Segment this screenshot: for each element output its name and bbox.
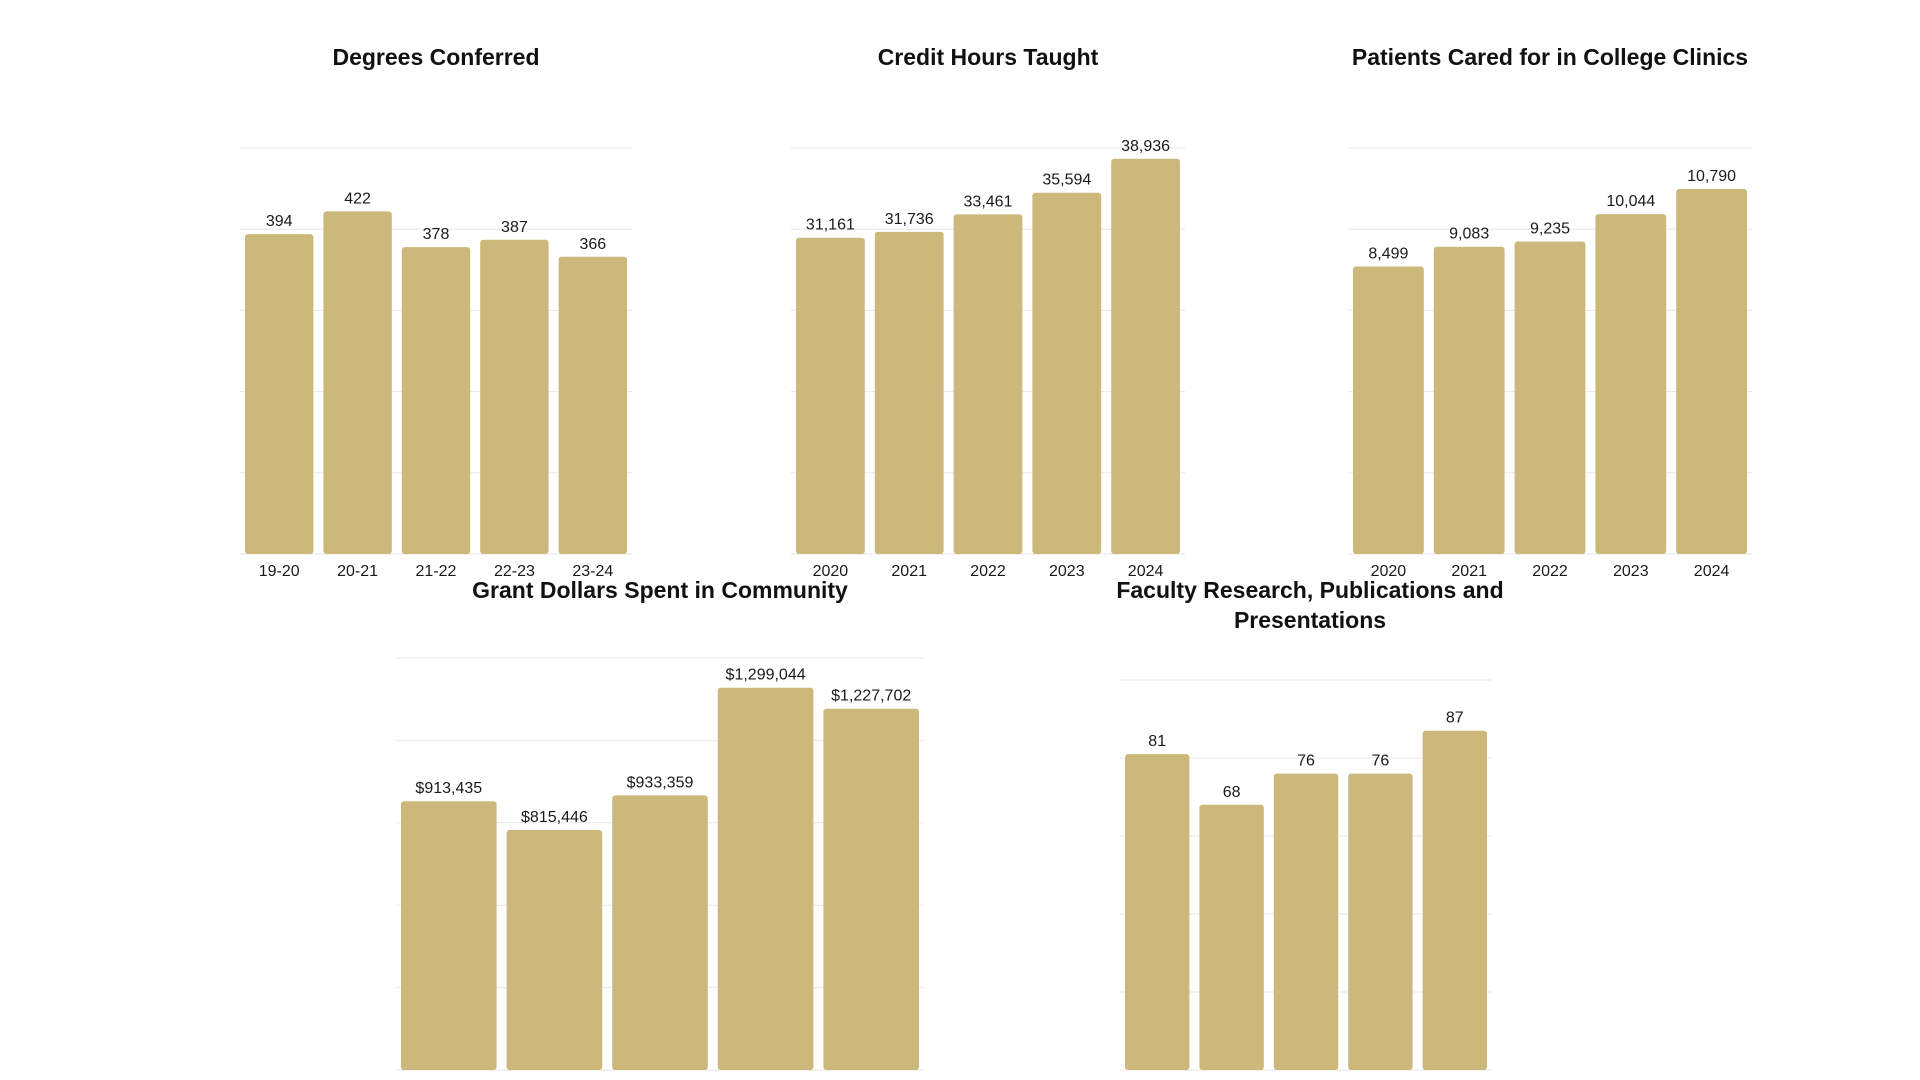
data-label: 366 [579, 236, 606, 253]
x-tick-label: 2021 [891, 563, 927, 580]
data-label: 76 [1297, 753, 1315, 770]
bar [323, 211, 392, 554]
chart-title: Patients Cared for in College Clinics [1351, 44, 1749, 70]
x-tick-label: 22-23 [494, 563, 535, 580]
x-tick-label: 2020 [1371, 563, 1407, 580]
bar [717, 687, 814, 1070]
bar [1125, 754, 1190, 1070]
bar [1676, 188, 1747, 554]
chart-svg-credit-hours-taught: 31,161 2020 31,736 2021 33,461 2022 35,594 2023… [791, 138, 1185, 580]
x-tick-label: 23-24 [572, 563, 613, 580]
bar [1422, 730, 1487, 1070]
bar [953, 214, 1023, 554]
data-label: 87 [1446, 710, 1464, 727]
x-tick-label: 21-22 [416, 563, 457, 580]
bar [1353, 266, 1424, 554]
x-tick-label: 2021 [1451, 563, 1487, 580]
data-label: 9,235 [1530, 221, 1570, 238]
bar [874, 231, 944, 554]
bar [1273, 773, 1339, 1070]
chart-panel-patients-cared: Patients Cared for in College Clinics 8,… [1340, 42, 1760, 580]
chart-panel-grant-dollars: Grant Dollars Spent in Community $913,43… [390, 575, 930, 1080]
chart-title: Degrees Conferred [332, 44, 540, 70]
data-label: 76 [1372, 753, 1390, 770]
data-label: 10,790 [1687, 168, 1736, 185]
bar [1032, 192, 1102, 555]
bar [1199, 804, 1264, 1070]
data-label: 31,161 [806, 217, 855, 234]
chart-svg-faculty-research: 812019682020762021762022872023 [1120, 679, 1492, 1080]
data-label: 394 [266, 213, 293, 230]
data-label: 9,083 [1449, 226, 1489, 243]
bar [1433, 246, 1505, 554]
x-tick-label: 2022 [970, 563, 1006, 580]
data-label: $1,299,044 [726, 667, 806, 684]
data-label: $913,435 [415, 780, 482, 797]
bar [1514, 241, 1586, 554]
bar [612, 795, 708, 1070]
chart-svg-patients-cared: 8,499 2020 9,083 2021 9,235 2022 10,044 2023 10,… [1348, 147, 1752, 580]
data-label: 31,736 [885, 211, 934, 228]
bar [401, 247, 471, 554]
bar [506, 830, 603, 1070]
chart-svg-degrees-conferred: 394 19-20 422 20-21 378 21-22 387 22-23 366 23-24 [240, 147, 632, 580]
data-label: $815,446 [521, 809, 588, 826]
data-label: 33,461 [964, 193, 1013, 210]
x-tick-label: 2022 [1532, 563, 1568, 580]
x-tick-label: 2023 [1613, 563, 1649, 580]
bar [1595, 214, 1667, 554]
data-label: $1,227,702 [831, 688, 911, 705]
x-tick-label: 2020 [813, 563, 849, 580]
data-label: 38,936 [1121, 138, 1170, 155]
data-label: 378 [423, 226, 450, 243]
chart-svg-grant-dollars: $913,4352020$815,4462021$933,3592022$1,2… [396, 657, 924, 1080]
chart-panel-degrees-conferred: Degrees Conferred 394 19-20 422 20-21 378 21-… [232, 42, 640, 580]
data-label: 68 [1223, 784, 1241, 801]
data-label: 35,594 [1042, 172, 1091, 189]
x-tick-label: 19-20 [259, 563, 300, 580]
data-label: 387 [501, 219, 528, 236]
x-tick-label: 20-21 [337, 563, 378, 580]
x-tick-label: 2024 [1128, 563, 1164, 580]
chart-title: Faculty Research, Publications and Prese… [1116, 577, 1504, 633]
chart-panel-faculty-research: Faculty Research, Publications and Prese… [1100, 575, 1520, 1080]
data-label: 422 [344, 190, 371, 207]
chart-panel-credit-hours-taught: Credit Hours Taught 31,161 2020 31,736 2021… [783, 42, 1193, 580]
chart-title: Grant Dollars Spent in Community [472, 577, 848, 603]
bar [1348, 773, 1413, 1070]
data-label: 10,044 [1606, 193, 1655, 210]
bar [823, 708, 919, 1070]
chart-title: Credit Hours Taught [877, 44, 1099, 70]
bar [245, 234, 314, 554]
bar [1111, 158, 1180, 554]
data-label: 8,499 [1368, 245, 1408, 262]
data-label: 81 [1148, 733, 1166, 750]
bar [558, 256, 627, 554]
bar [401, 801, 497, 1070]
bar [796, 237, 865, 554]
bar [480, 239, 549, 555]
x-tick-label: 2024 [1694, 563, 1730, 580]
data-label: $933,359 [627, 774, 694, 791]
x-tick-label: 2023 [1049, 563, 1085, 580]
